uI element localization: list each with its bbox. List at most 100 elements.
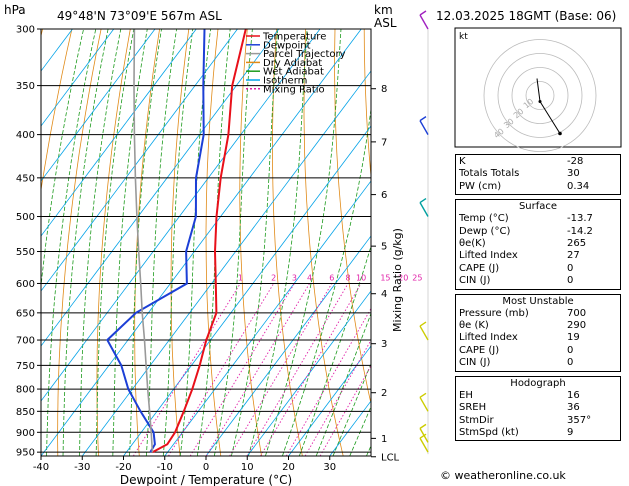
temperature-line (151, 29, 247, 454)
index-value: 0 (567, 275, 574, 287)
legend-entry: Parcel Trajectory (263, 49, 346, 60)
index-row: Totals Totals 30 (459, 168, 617, 180)
index-row: CAPE (J) 0 (459, 345, 617, 357)
hodograph-title: Hodograph (510, 377, 566, 389)
wet-adiabat-line (298, 245, 371, 456)
wind-barb (419, 120, 429, 135)
index-label: θe (K) (459, 320, 489, 332)
km-tick-label: 5 (381, 242, 387, 253)
index-label: CIN (J) (459, 357, 491, 369)
isotherm-line (41, 29, 197, 237)
index-label: EH (459, 389, 473, 401)
wind-barb-flag (419, 321, 427, 327)
index-row: Pressure (mb) 700 (459, 308, 617, 320)
dry-adiabat-line (205, 29, 222, 456)
hodograph-ring (497, 53, 583, 138)
index-row: StmDir 357° (459, 415, 617, 427)
index-label: Temp (°C) (459, 213, 509, 225)
x-axis-label: Dewpoint / Temperature (°C) (120, 473, 292, 486)
isotherm-line (41, 29, 321, 402)
asl-label: ASL (374, 16, 397, 30)
pressure-tick-label: 300 (16, 25, 35, 36)
wind-barb (419, 437, 429, 453)
index-value: 16 (567, 389, 580, 401)
dewpoint-line (106, 29, 206, 453)
index-row: EH 16 (459, 390, 617, 402)
mixing-ratio-line (319, 364, 371, 456)
temp-tick-label: -30 (74, 462, 90, 473)
pressure-tick-label: 700 (16, 336, 35, 347)
wind-barb-flag (419, 197, 427, 204)
dry-adiabat-line (363, 29, 371, 180)
index-row: CIN (J) 0 (459, 357, 617, 369)
wind-barb (419, 396, 429, 412)
index-label: Lifted Index (459, 250, 518, 262)
index-value: 357° (567, 414, 592, 426)
isotherm-line (41, 29, 362, 456)
km-tick-label: 7 (381, 137, 387, 148)
isotherm-line (246, 290, 371, 456)
index-row: CIN (J) 0 (459, 275, 617, 287)
isotherm-line (288, 345, 371, 456)
mixing-ratio-label: 6 (329, 273, 334, 282)
mixing-ratio-line (132, 283, 241, 456)
index-value: 290 (567, 320, 587, 332)
hodograph-box: Hodograph EH 16 SREH 36 StmDir 357° StmSpd (kt… (455, 375, 621, 442)
index-label: Pressure (mb) (459, 307, 529, 319)
wet-adiabat-line (248, 29, 308, 456)
hodograph-ring (525, 81, 555, 110)
pressure-tick-label: 650 (16, 308, 35, 319)
wet-adiabat-line (62, 29, 109, 456)
credit-text: © weatheronline.co.uk (440, 469, 566, 482)
index-value: 0 (567, 357, 574, 369)
index-row: PW (cm) 0.34 (459, 181, 617, 193)
hodograph-ring (483, 39, 597, 152)
index-row: SREH 36 (459, 402, 617, 414)
mixing-ratio-axis-label: Mixing Ratio (g/kg) (391, 228, 404, 332)
hodograph-storm-point (538, 100, 542, 103)
pressure-tick-label: 850 (16, 407, 35, 418)
datetime-title: 12.03.2025 18GMT (Base: 06) (436, 9, 616, 23)
km-tick-label: 2 (381, 388, 387, 399)
isotherm-line (41, 29, 115, 127)
index-value: -13.7 (567, 213, 593, 225)
most-unstable-box: Most Unstable Pressure (mb) 700 θe (K) 290 L… (455, 293, 621, 372)
index-value: 700 (567, 307, 587, 319)
pressure-tick-label: 400 (16, 130, 35, 141)
pressure-tick-label: 450 (16, 173, 35, 184)
surface-box: Surface Temp (°C) -13.7 Dewp (°C) -14.2 θe(K… (455, 199, 621, 290)
km-tick-label: 6 (381, 190, 387, 201)
pressure-tick-label: 800 (16, 385, 35, 396)
index-label: Dewp (°C) (459, 225, 511, 237)
indices-box: K -28 Totals Totals 30 PW (cm) 0.34 (455, 154, 621, 196)
index-label: Totals Totals (459, 168, 520, 180)
mixing-ratio-label: 8 (346, 273, 351, 282)
hodograph-end-point (558, 131, 562, 136)
mixing-ratio-label: 1 (238, 273, 243, 282)
index-value: 265 (567, 238, 587, 250)
km-tick-label: 1 (381, 434, 387, 445)
index-label: CIN (J) (459, 275, 491, 287)
pressure-tick-label: 600 (16, 279, 35, 290)
temp-tick-label: -40 (33, 462, 49, 473)
hodograph-ring (511, 67, 569, 124)
isotherm-line (164, 180, 371, 456)
pressure-tick-label: 350 (16, 81, 35, 92)
dry-adiabat-line (96, 29, 131, 456)
pressure-tick-label: 950 (16, 448, 35, 459)
mixing-ratio-line (285, 307, 371, 456)
most-unstable-title: Most Unstable (502, 295, 574, 307)
isotherm-line (123, 125, 371, 456)
dry-adiabat-line (57, 29, 102, 456)
mixing-ratio-label: 20 (398, 273, 408, 282)
temp-tick-label: 30 (323, 462, 336, 473)
wet-adiabat-line (95, 29, 135, 456)
index-label: θe(K) (459, 238, 486, 250)
legend-entry: Dry Adiabat (263, 58, 322, 69)
temp-tick-label: 10 (241, 462, 254, 473)
index-value: -28 (567, 156, 584, 167)
wet-adiabat-line (213, 29, 253, 456)
index-label: PW (cm) (459, 180, 502, 192)
wind-barb-flag (419, 423, 427, 429)
